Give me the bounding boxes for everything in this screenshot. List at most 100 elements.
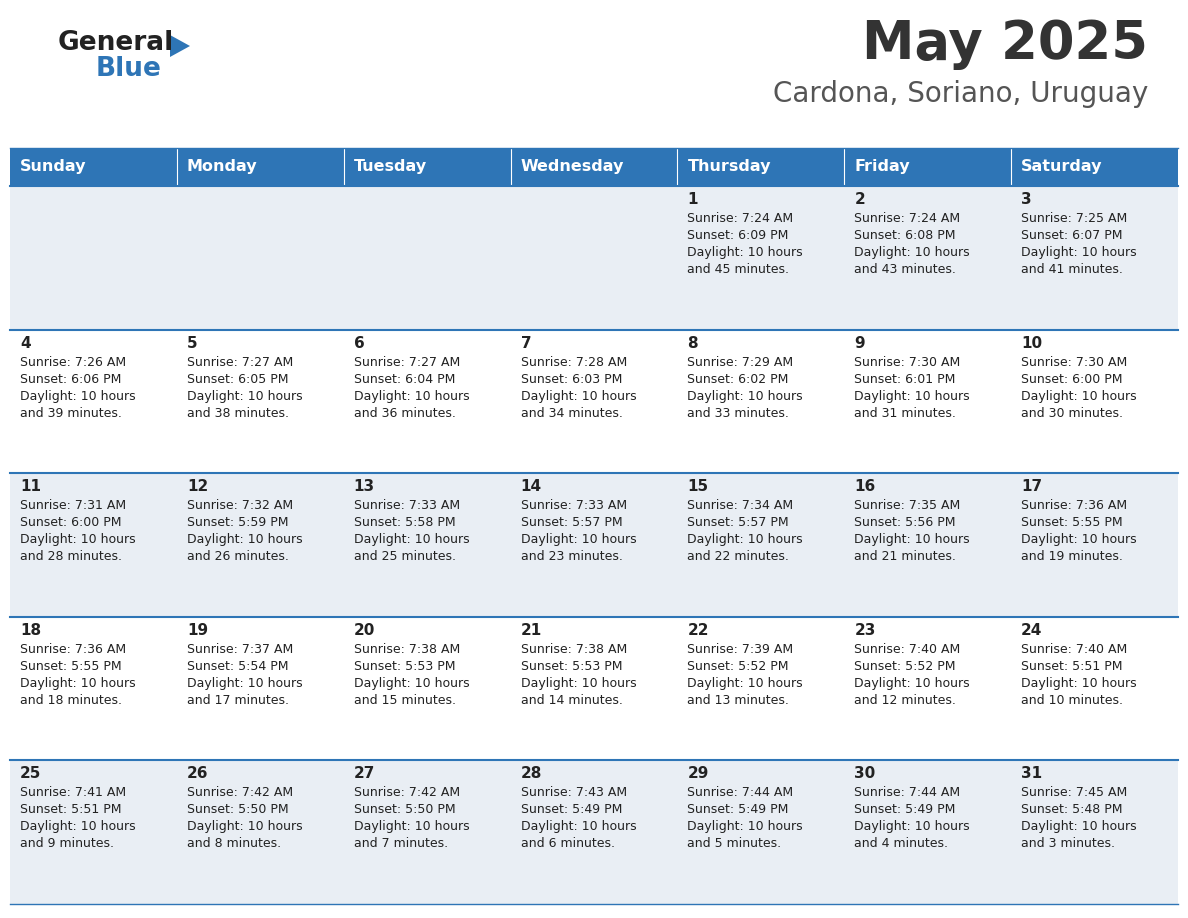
Text: and 19 minutes.: and 19 minutes. xyxy=(1022,550,1123,564)
Bar xyxy=(343,148,511,186)
Text: Wednesday: Wednesday xyxy=(520,160,624,174)
Text: Daylight: 10 hours: Daylight: 10 hours xyxy=(854,246,969,259)
Text: Sunrise: 7:29 AM: Sunrise: 7:29 AM xyxy=(688,355,794,369)
Text: Sunrise: 7:40 AM: Sunrise: 7:40 AM xyxy=(854,643,961,655)
Text: Sunset: 5:50 PM: Sunset: 5:50 PM xyxy=(187,803,289,816)
Text: 5: 5 xyxy=(187,336,197,351)
Text: 9: 9 xyxy=(854,336,865,351)
Text: Sunset: 5:51 PM: Sunset: 5:51 PM xyxy=(1022,660,1123,673)
Text: 15: 15 xyxy=(688,479,708,494)
Text: and 7 minutes.: and 7 minutes. xyxy=(354,837,448,850)
Bar xyxy=(343,473,511,617)
Bar xyxy=(1011,473,1178,617)
Bar xyxy=(677,330,845,473)
Text: 8: 8 xyxy=(688,336,699,351)
Bar xyxy=(1011,760,1178,904)
Bar xyxy=(343,186,511,330)
Text: Sunrise: 7:42 AM: Sunrise: 7:42 AM xyxy=(354,787,460,800)
Bar xyxy=(10,617,177,760)
Text: Sunset: 5:53 PM: Sunset: 5:53 PM xyxy=(354,660,455,673)
Bar xyxy=(343,760,511,904)
Text: Monday: Monday xyxy=(187,160,258,174)
Text: 6: 6 xyxy=(354,336,365,351)
Text: and 12 minutes.: and 12 minutes. xyxy=(854,694,956,707)
Polygon shape xyxy=(170,35,190,57)
Text: Sunset: 5:59 PM: Sunset: 5:59 PM xyxy=(187,516,289,529)
Text: 22: 22 xyxy=(688,622,709,638)
Text: 30: 30 xyxy=(854,767,876,781)
Text: Sunset: 5:58 PM: Sunset: 5:58 PM xyxy=(354,516,455,529)
Bar xyxy=(845,186,1011,330)
Bar xyxy=(845,617,1011,760)
Bar xyxy=(177,330,343,473)
Text: Sunrise: 7:30 AM: Sunrise: 7:30 AM xyxy=(1022,355,1127,369)
Text: 11: 11 xyxy=(20,479,42,494)
Text: Sunrise: 7:34 AM: Sunrise: 7:34 AM xyxy=(688,499,794,512)
Text: and 28 minutes.: and 28 minutes. xyxy=(20,550,122,564)
Bar xyxy=(511,760,677,904)
Bar xyxy=(343,617,511,760)
Text: Sunrise: 7:38 AM: Sunrise: 7:38 AM xyxy=(354,643,460,655)
Text: Blue: Blue xyxy=(96,56,162,82)
Text: Sunrise: 7:26 AM: Sunrise: 7:26 AM xyxy=(20,355,126,369)
Text: 21: 21 xyxy=(520,622,542,638)
Text: Daylight: 10 hours: Daylight: 10 hours xyxy=(1022,677,1137,689)
Text: and 3 minutes.: and 3 minutes. xyxy=(1022,837,1116,850)
Text: Sunrise: 7:45 AM: Sunrise: 7:45 AM xyxy=(1022,787,1127,800)
Bar xyxy=(10,148,177,186)
Text: Tuesday: Tuesday xyxy=(354,160,426,174)
Text: 14: 14 xyxy=(520,479,542,494)
Text: Sunrise: 7:35 AM: Sunrise: 7:35 AM xyxy=(854,499,961,512)
Text: Daylight: 10 hours: Daylight: 10 hours xyxy=(854,821,969,834)
Text: Sunset: 5:51 PM: Sunset: 5:51 PM xyxy=(20,803,121,816)
Text: Daylight: 10 hours: Daylight: 10 hours xyxy=(520,821,637,834)
Text: Sunrise: 7:25 AM: Sunrise: 7:25 AM xyxy=(1022,212,1127,225)
Text: General: General xyxy=(58,30,175,56)
Text: Sunset: 6:04 PM: Sunset: 6:04 PM xyxy=(354,373,455,386)
Text: Sunrise: 7:41 AM: Sunrise: 7:41 AM xyxy=(20,787,126,800)
Text: 4: 4 xyxy=(20,336,31,351)
Text: and 30 minutes.: and 30 minutes. xyxy=(1022,407,1123,420)
Text: Daylight: 10 hours: Daylight: 10 hours xyxy=(20,821,135,834)
Text: and 41 minutes.: and 41 minutes. xyxy=(1022,263,1123,276)
Text: and 21 minutes.: and 21 minutes. xyxy=(854,550,956,564)
Bar xyxy=(511,186,677,330)
Text: Daylight: 10 hours: Daylight: 10 hours xyxy=(1022,389,1137,403)
Text: and 18 minutes.: and 18 minutes. xyxy=(20,694,122,707)
Text: Cardona, Soriano, Uruguay: Cardona, Soriano, Uruguay xyxy=(772,80,1148,108)
Text: 3: 3 xyxy=(1022,192,1031,207)
Text: Sunrise: 7:39 AM: Sunrise: 7:39 AM xyxy=(688,643,794,655)
Text: Sunset: 5:49 PM: Sunset: 5:49 PM xyxy=(854,803,955,816)
Bar xyxy=(511,330,677,473)
Text: Daylight: 10 hours: Daylight: 10 hours xyxy=(520,677,637,689)
Text: Daylight: 10 hours: Daylight: 10 hours xyxy=(187,677,303,689)
Text: 13: 13 xyxy=(354,479,375,494)
Text: Daylight: 10 hours: Daylight: 10 hours xyxy=(520,389,637,403)
Bar xyxy=(177,186,343,330)
Text: Daylight: 10 hours: Daylight: 10 hours xyxy=(688,389,803,403)
Text: and 6 minutes.: and 6 minutes. xyxy=(520,837,614,850)
Text: and 38 minutes.: and 38 minutes. xyxy=(187,407,289,420)
Text: May 2025: May 2025 xyxy=(862,18,1148,70)
Text: Sunrise: 7:31 AM: Sunrise: 7:31 AM xyxy=(20,499,126,512)
Text: Sunset: 5:55 PM: Sunset: 5:55 PM xyxy=(1022,516,1123,529)
Text: 24: 24 xyxy=(1022,622,1043,638)
Text: Sunset: 6:02 PM: Sunset: 6:02 PM xyxy=(688,373,789,386)
Text: Daylight: 10 hours: Daylight: 10 hours xyxy=(187,389,303,403)
Text: Daylight: 10 hours: Daylight: 10 hours xyxy=(1022,533,1137,546)
Bar xyxy=(177,473,343,617)
Text: Saturday: Saturday xyxy=(1022,160,1102,174)
Text: Daylight: 10 hours: Daylight: 10 hours xyxy=(354,677,469,689)
Text: 19: 19 xyxy=(187,622,208,638)
Text: 10: 10 xyxy=(1022,336,1042,351)
Text: Sunset: 5:52 PM: Sunset: 5:52 PM xyxy=(688,660,789,673)
Bar xyxy=(1011,617,1178,760)
Text: Daylight: 10 hours: Daylight: 10 hours xyxy=(354,389,469,403)
Text: and 43 minutes.: and 43 minutes. xyxy=(854,263,956,276)
Text: 7: 7 xyxy=(520,336,531,351)
Text: 18: 18 xyxy=(20,622,42,638)
Text: Sunset: 6:01 PM: Sunset: 6:01 PM xyxy=(854,373,955,386)
Text: Friday: Friday xyxy=(854,160,910,174)
Text: 17: 17 xyxy=(1022,479,1042,494)
Text: Sunset: 6:00 PM: Sunset: 6:00 PM xyxy=(1022,373,1123,386)
